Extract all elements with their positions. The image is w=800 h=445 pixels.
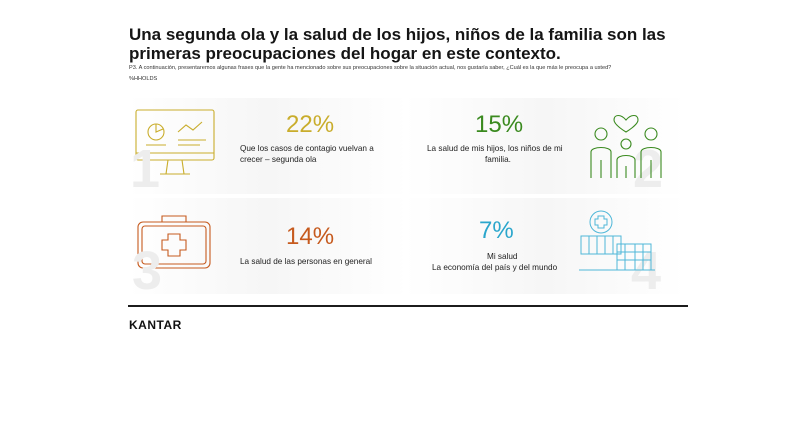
description-line: Que los casos de contagio vuelvan a xyxy=(240,144,374,153)
base-label: %HHOLDS xyxy=(129,76,158,82)
percent-value-3: 14% xyxy=(286,223,335,250)
page-title: Una segunda ola y la salud de los hijos,… xyxy=(129,25,666,63)
rank-number-3: 3 xyxy=(132,241,163,301)
footer-divider xyxy=(128,305,688,307)
description-line: Mi salud xyxy=(487,252,518,261)
rank-number-4: 4 xyxy=(631,241,662,301)
hospital-building-icon xyxy=(579,210,655,271)
medical-kit-icon xyxy=(137,215,211,269)
description-line: La economía del país y del mundo xyxy=(432,263,558,272)
description-line: crecer – segunda ola xyxy=(240,155,317,164)
kantar-logo: KANTAR xyxy=(129,318,182,332)
concern-card-1: 1 22% Que los casos de contagio vuelvan … xyxy=(128,98,408,199)
percent-value-1: 22% xyxy=(286,111,335,138)
description-line: La salud de las personas en general xyxy=(240,257,373,266)
percent-value-2: 15% xyxy=(475,111,524,138)
family-heart-icon xyxy=(590,114,662,178)
rank-number-2: 2 xyxy=(633,139,664,199)
percent-value-4: 7% xyxy=(479,217,514,244)
concern-card-4: 4 7% Mi salud La economía del país y del… xyxy=(405,198,685,298)
survey-question: P3. A continuación, presentaremos alguna… xyxy=(129,65,612,71)
monitor-chart-icon xyxy=(135,109,215,175)
description-line: La salud de mis hijos, los niños de mi xyxy=(427,144,563,153)
concern-card-2: 2 15% La salud de mis hijos, los niños d… xyxy=(405,98,685,199)
description-line: familia. xyxy=(485,155,511,164)
rank-number-1: 1 xyxy=(130,139,161,199)
concern-card-3: 3 14% La salud de las personas en genera… xyxy=(128,198,408,298)
